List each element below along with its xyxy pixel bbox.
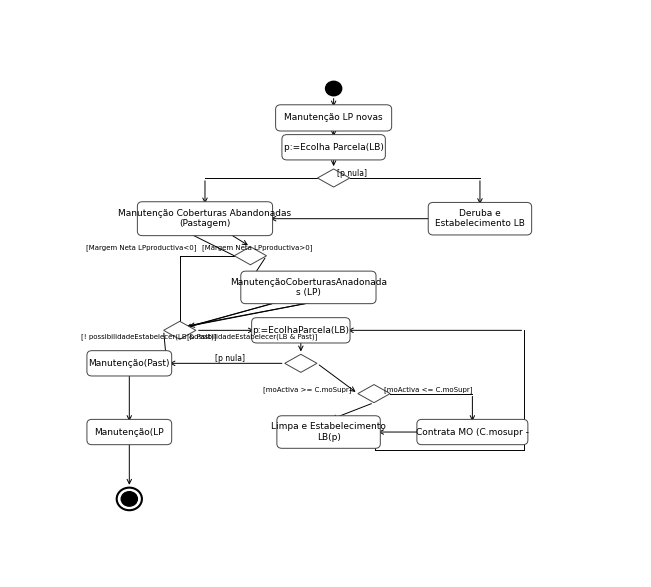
Text: [possibilidadeEstabelecer(LB & Past)]: [possibilidadeEstabelecer(LB & Past)] — [187, 333, 318, 340]
FancyBboxPatch shape — [282, 134, 385, 160]
Text: Manutenção Coberturas Abandonadas
(Pastagem): Manutenção Coberturas Abandonadas (Pasta… — [118, 209, 292, 228]
FancyBboxPatch shape — [87, 419, 172, 445]
Text: Manutenção(LP: Manutenção(LP — [94, 427, 164, 437]
Circle shape — [326, 81, 342, 96]
Text: [! possibilidadeEstabelecer(LB & Past)]: [! possibilidadeEstabelecer(LB & Past)] — [81, 333, 217, 340]
Text: Manutenção(Past): Manutenção(Past) — [89, 359, 170, 368]
Circle shape — [121, 492, 137, 506]
Text: p:=Ecolha Parcela(LB): p:=Ecolha Parcela(LB) — [284, 143, 383, 152]
FancyBboxPatch shape — [428, 203, 532, 235]
Text: Limpa e Estabelecimento
LB(p): Limpa e Estabelecimento LB(p) — [271, 422, 386, 442]
FancyBboxPatch shape — [137, 202, 273, 235]
Text: [moActiva >= C.moSupr]: [moActiva >= C.moSupr] — [263, 387, 352, 393]
FancyBboxPatch shape — [252, 318, 350, 343]
FancyBboxPatch shape — [87, 350, 172, 376]
Text: [Margem Neta LPproductiva<0]: [Margem Neta LPproductiva<0] — [87, 245, 197, 251]
Polygon shape — [358, 384, 390, 403]
Text: Contrata MO (C.mosupr -: Contrata MO (C.mosupr - — [416, 427, 529, 437]
Text: [moActiva <= C.moSupr]: [moActiva <= C.moSupr] — [384, 387, 473, 393]
Polygon shape — [318, 169, 350, 187]
Text: Deruba e
Estabelecimento LB: Deruba e Estabelecimento LB — [435, 209, 525, 228]
Text: p:=EcolhaParcela(LB): p:=EcolhaParcela(LB) — [253, 326, 350, 335]
FancyBboxPatch shape — [277, 416, 380, 448]
Polygon shape — [163, 321, 196, 339]
Polygon shape — [234, 247, 266, 265]
Text: [p nula]: [p nula] — [337, 169, 367, 178]
Polygon shape — [284, 355, 317, 372]
Text: Manutenção LP novas: Manutenção LP novas — [284, 113, 383, 123]
Text: [Margem Neta LPproductiva>0]: [Margem Neta LPproductiva>0] — [202, 245, 313, 251]
Text: [p nula]: [p nula] — [215, 354, 245, 363]
FancyBboxPatch shape — [241, 271, 376, 303]
Text: ManutençãoCoberturasAnadonada
s (LP): ManutençãoCoberturasAnadonada s (LP) — [230, 278, 387, 297]
FancyBboxPatch shape — [417, 419, 528, 445]
FancyBboxPatch shape — [275, 105, 392, 131]
